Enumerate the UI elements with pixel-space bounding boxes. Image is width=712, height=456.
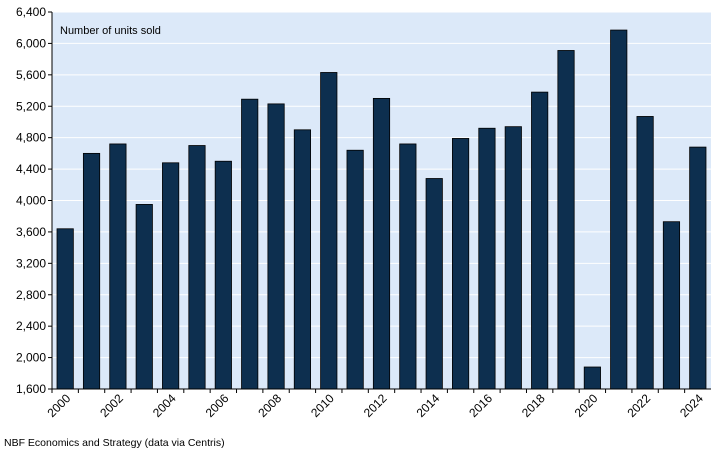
y-tick-label: 5,200 [16,99,46,113]
bar-2023 [662,221,681,390]
x-tick-label: 2004 [150,391,179,420]
x-tick-label: 2010 [308,391,337,420]
bar-2008 [267,103,285,390]
y-tick-label: 6,400 [16,5,46,19]
y-tick-label: 6,000 [16,36,46,50]
bar-2011 [346,149,364,390]
bars [56,29,707,390]
bar-2000 [56,228,74,390]
bar-2009 [293,129,311,390]
bar-2003 [135,204,153,390]
y-tick-label: 5,600 [16,68,46,82]
bar-2010 [320,72,338,390]
bar-2013 [399,143,417,390]
bar-2018 [531,91,549,390]
bar-2015 [452,138,470,390]
y-tick-label: 3,200 [16,256,46,270]
y-tick-labels: 1,600 2,000 2,400 2,800 3,200 3,600 4,000 4,400… [16,5,52,396]
bar-2006 [214,160,232,390]
bar-2024 [689,146,707,390]
bar-2017 [504,126,522,390]
bar-2014 [425,178,443,390]
bar-2020 [583,366,601,390]
bar-2001 [82,152,101,390]
y-tick-label: 4,000 [16,194,46,208]
bar-2005 [188,145,206,390]
x-tick-label: 2006 [203,391,232,420]
bar-2021 [610,29,628,390]
y-axis-label: Number of units sold [60,25,161,37]
y-tick-label: 2,400 [16,319,46,333]
y-tick-label: 2,800 [16,288,46,302]
bar-2004 [162,162,180,390]
x-tick-label: 2002 [97,391,126,420]
y-tick-label: 3,600 [16,225,46,239]
x-tick-label: 2022 [624,391,653,420]
bar-2019 [557,50,575,390]
x-tick-label: 2024 [677,391,706,420]
x-tick-label: 2012 [361,391,390,420]
y-tick-label: 1,600 [16,382,46,396]
x-tick-label: 2008 [255,391,284,420]
x-tick-label: 2020 [572,391,601,420]
bar-2022 [636,116,654,390]
bar-2012 [372,97,391,390]
y-tick-label: 4,800 [16,131,46,145]
y-tick-label: 2,000 [16,351,46,365]
x-tick-label: 2014 [414,391,443,420]
bar-2002 [109,143,127,390]
x-tick-label: 2018 [519,391,548,420]
x-tick-label: 2016 [466,391,495,420]
bar-2007 [241,98,259,390]
bar-2016 [478,127,496,390]
y-tick-label: 4,400 [16,162,46,176]
x-tick-labels: 2000 2002 2004 2006 2008 2010 2012 2014 2016 2018… [45,389,706,420]
source-note: NBF Economics and Strategy (data via Cen… [4,437,225,449]
x-tick-label: 2000 [45,391,74,420]
